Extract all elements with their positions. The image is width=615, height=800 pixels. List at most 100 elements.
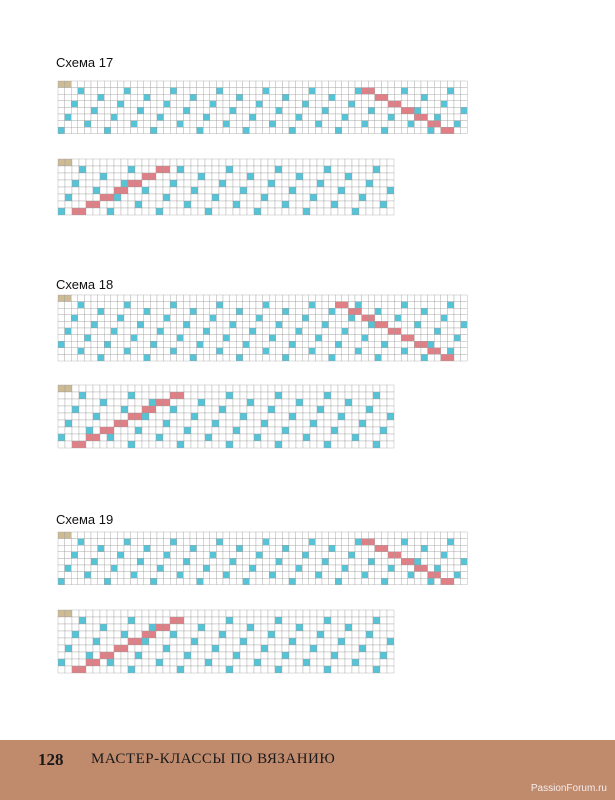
- chart-cell: [447, 538, 455, 546]
- chart-cell: [104, 341, 111, 348]
- chart-cell: [203, 327, 210, 335]
- chart-cell: [170, 538, 177, 546]
- chart-cell: [148, 630, 157, 639]
- chart-cell: [315, 571, 323, 579]
- chart-cell: [447, 578, 455, 585]
- chart-cell: [232, 200, 241, 209]
- chart-cell: [281, 651, 290, 660]
- chart-cell: [85, 658, 94, 667]
- chart-cell: [104, 578, 111, 585]
- chart-cell: [348, 100, 356, 108]
- chart-cell: [440, 551, 448, 559]
- chart-cell: [341, 327, 349, 335]
- chart-cell: [71, 665, 80, 674]
- chart-cell: [222, 334, 230, 342]
- chart-cell: [427, 347, 435, 355]
- chart-cell: [143, 308, 151, 315]
- chart-cell: [170, 347, 177, 355]
- chart-cell: [330, 651, 339, 660]
- chart-cell: [453, 334, 461, 342]
- chart-cell: [236, 354, 243, 362]
- chart-cell: [246, 623, 255, 632]
- chart-cell: [274, 616, 283, 625]
- chart-cell: [155, 658, 164, 667]
- chart-cell: [92, 658, 101, 667]
- chart-cell: [354, 538, 362, 546]
- chart-cell: [71, 207, 80, 216]
- chart-cell: [155, 623, 164, 632]
- chart-cell: [288, 186, 297, 195]
- chart-cell: [420, 564, 428, 572]
- chart-cell: [197, 623, 206, 632]
- chart-cell: [141, 630, 150, 639]
- chart-cell: [354, 308, 362, 315]
- chart-cell: [117, 314, 125, 322]
- chart-cell: [372, 165, 381, 174]
- chart-cell: [85, 651, 94, 660]
- chart-cell: [414, 321, 422, 329]
- chart-cell: [176, 391, 185, 400]
- chart-cell: [99, 172, 108, 181]
- chart-cell: [64, 158, 73, 167]
- chart-cell: [282, 308, 290, 315]
- chart-cell: [64, 294, 72, 302]
- chart-cell: [401, 558, 408, 566]
- chart-cell: [150, 341, 158, 348]
- chart-cell: [414, 107, 422, 115]
- chart-cell: [274, 665, 283, 674]
- chart-cell: [123, 301, 131, 309]
- scheme-17-lower-chart: [57, 158, 395, 216]
- chart-cell: [216, 87, 224, 95]
- chart-cell: [407, 107, 415, 115]
- chart-cell: [196, 578, 204, 585]
- scheme-19-lower-chart: [57, 609, 395, 674]
- chart-cell: [341, 564, 349, 572]
- chart-cell: [78, 165, 87, 174]
- chart-cell: [420, 341, 428, 348]
- chart-cell: [203, 564, 210, 572]
- chart-cell: [64, 113, 72, 121]
- chart-cell: [106, 651, 115, 660]
- chart-cell: [368, 558, 375, 566]
- chart-cell: [99, 623, 108, 632]
- chart-cell: [420, 354, 428, 362]
- chart-cell: [77, 87, 85, 95]
- chart-cell: [134, 412, 143, 421]
- chart-cell: [302, 314, 309, 322]
- chart-cell: [308, 87, 316, 95]
- chart-cell: [232, 426, 241, 435]
- chart-cell: [189, 354, 197, 362]
- chart-cell: [323, 165, 332, 174]
- chart-cell: [374, 321, 382, 329]
- chart-cell: [302, 207, 311, 216]
- chart-cell: [84, 571, 92, 579]
- scheme-18-lower-chart: [57, 384, 395, 449]
- scheme-19-upper-chart: [57, 531, 468, 585]
- chart-cell: [148, 623, 157, 632]
- chart-cell: [302, 433, 311, 442]
- chart-cell: [361, 314, 369, 322]
- chart-cell: [387, 551, 395, 559]
- chart-cell: [123, 538, 131, 546]
- chart-cell: [274, 165, 283, 174]
- page-number: 128: [38, 750, 64, 769]
- chart-cell: [57, 158, 66, 167]
- chart-cell: [414, 113, 422, 121]
- chart-cell: [440, 578, 448, 585]
- chart-cell: [255, 551, 263, 559]
- chart-cell: [176, 571, 184, 579]
- chart-cell: [379, 651, 388, 660]
- chart-cell: [330, 426, 339, 435]
- chart-cell: [308, 347, 316, 355]
- chart-cell: [427, 578, 435, 585]
- chart-cell: [78, 207, 87, 216]
- chart-cell: [57, 207, 66, 216]
- chart-cell: [57, 341, 65, 348]
- chart-cell: [57, 609, 66, 618]
- chart-cell: [225, 616, 234, 625]
- chart-cell: [162, 419, 171, 428]
- chart-cell: [414, 341, 422, 348]
- chart-cell: [211, 193, 220, 202]
- chart-cell: [239, 412, 248, 421]
- chart-cell: [77, 538, 85, 546]
